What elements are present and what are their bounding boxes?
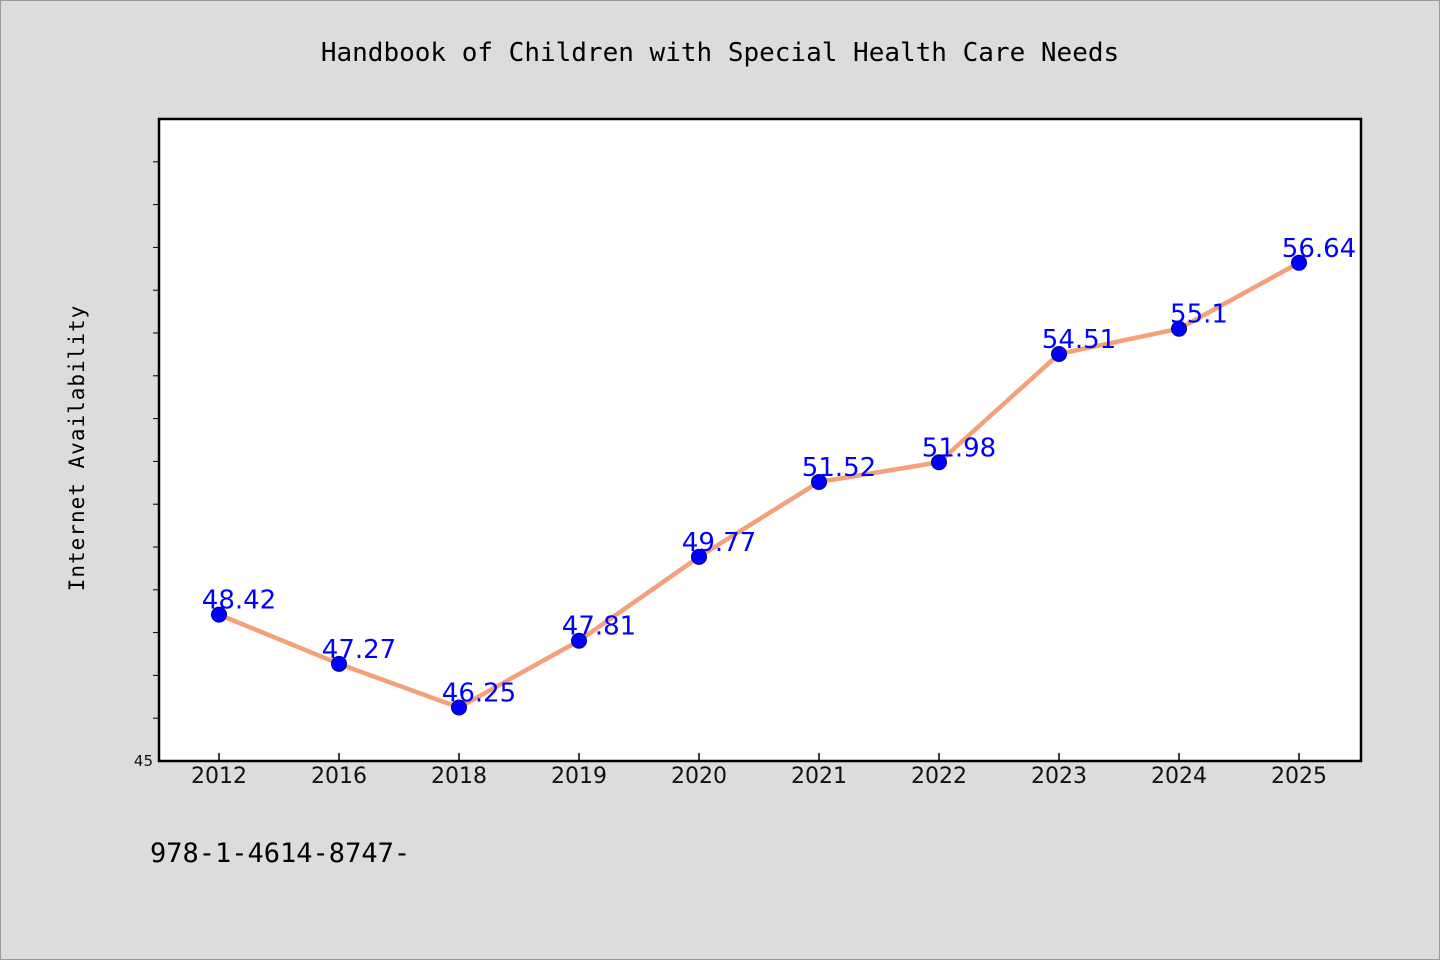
data-point <box>811 473 827 490</box>
plot-area <box>157 117 1363 763</box>
data-label: 47.27 <box>322 635 396 665</box>
data-label: 51.52 <box>802 453 876 483</box>
footer-text: 978-1-4614-8747- <box>150 838 410 869</box>
x-tick-label: 2024 <box>1151 764 1207 789</box>
x-tick-label: 2018 <box>431 764 487 789</box>
series-layer: 48.42 47.27 46.25 47.81 49.77 51.52 51.98 54.51… <box>202 234 1356 716</box>
data-label: 51.98 <box>922 433 996 463</box>
data-label: 46.25 <box>442 679 516 709</box>
x-tick-label: 2012 <box>191 764 247 789</box>
x-tick-label: 2019 <box>551 764 607 789</box>
data-point <box>211 606 227 623</box>
data-point <box>1171 320 1187 337</box>
data-label: 55.1 <box>1170 300 1228 330</box>
data-label: 47.81 <box>562 612 636 642</box>
data-point <box>331 655 347 672</box>
y-axis: 45 <box>134 161 159 770</box>
data-point <box>451 699 467 716</box>
y-axis-label: Internet Availability <box>65 305 89 592</box>
data-label: 54.51 <box>1042 325 1116 355</box>
data-point <box>1051 345 1067 362</box>
x-axis: 2012 2016 2018 2019 2020 2021 2022 2023 2024 2025 <box>191 753 1327 789</box>
x-tick-label: 2021 <box>791 764 847 789</box>
data-point <box>571 632 587 649</box>
data-label: 48.42 <box>202 586 276 616</box>
data-label: 49.77 <box>682 528 756 558</box>
x-tick-label: 2016 <box>311 764 367 789</box>
data-point <box>691 548 707 565</box>
data-label: 56.64 <box>1282 234 1356 264</box>
series-line <box>216 260 1302 710</box>
data-point <box>931 454 947 471</box>
x-tick-label: 2020 <box>671 764 727 789</box>
chart-title: Handbook of Children with Special Health… <box>321 38 1119 68</box>
data-point <box>1291 254 1307 271</box>
x-tick-label: 2022 <box>911 764 967 789</box>
x-tick-label: 2023 <box>1031 764 1087 789</box>
y-tick-label: 45 <box>134 752 153 770</box>
x-tick-label: 2025 <box>1271 764 1327 789</box>
